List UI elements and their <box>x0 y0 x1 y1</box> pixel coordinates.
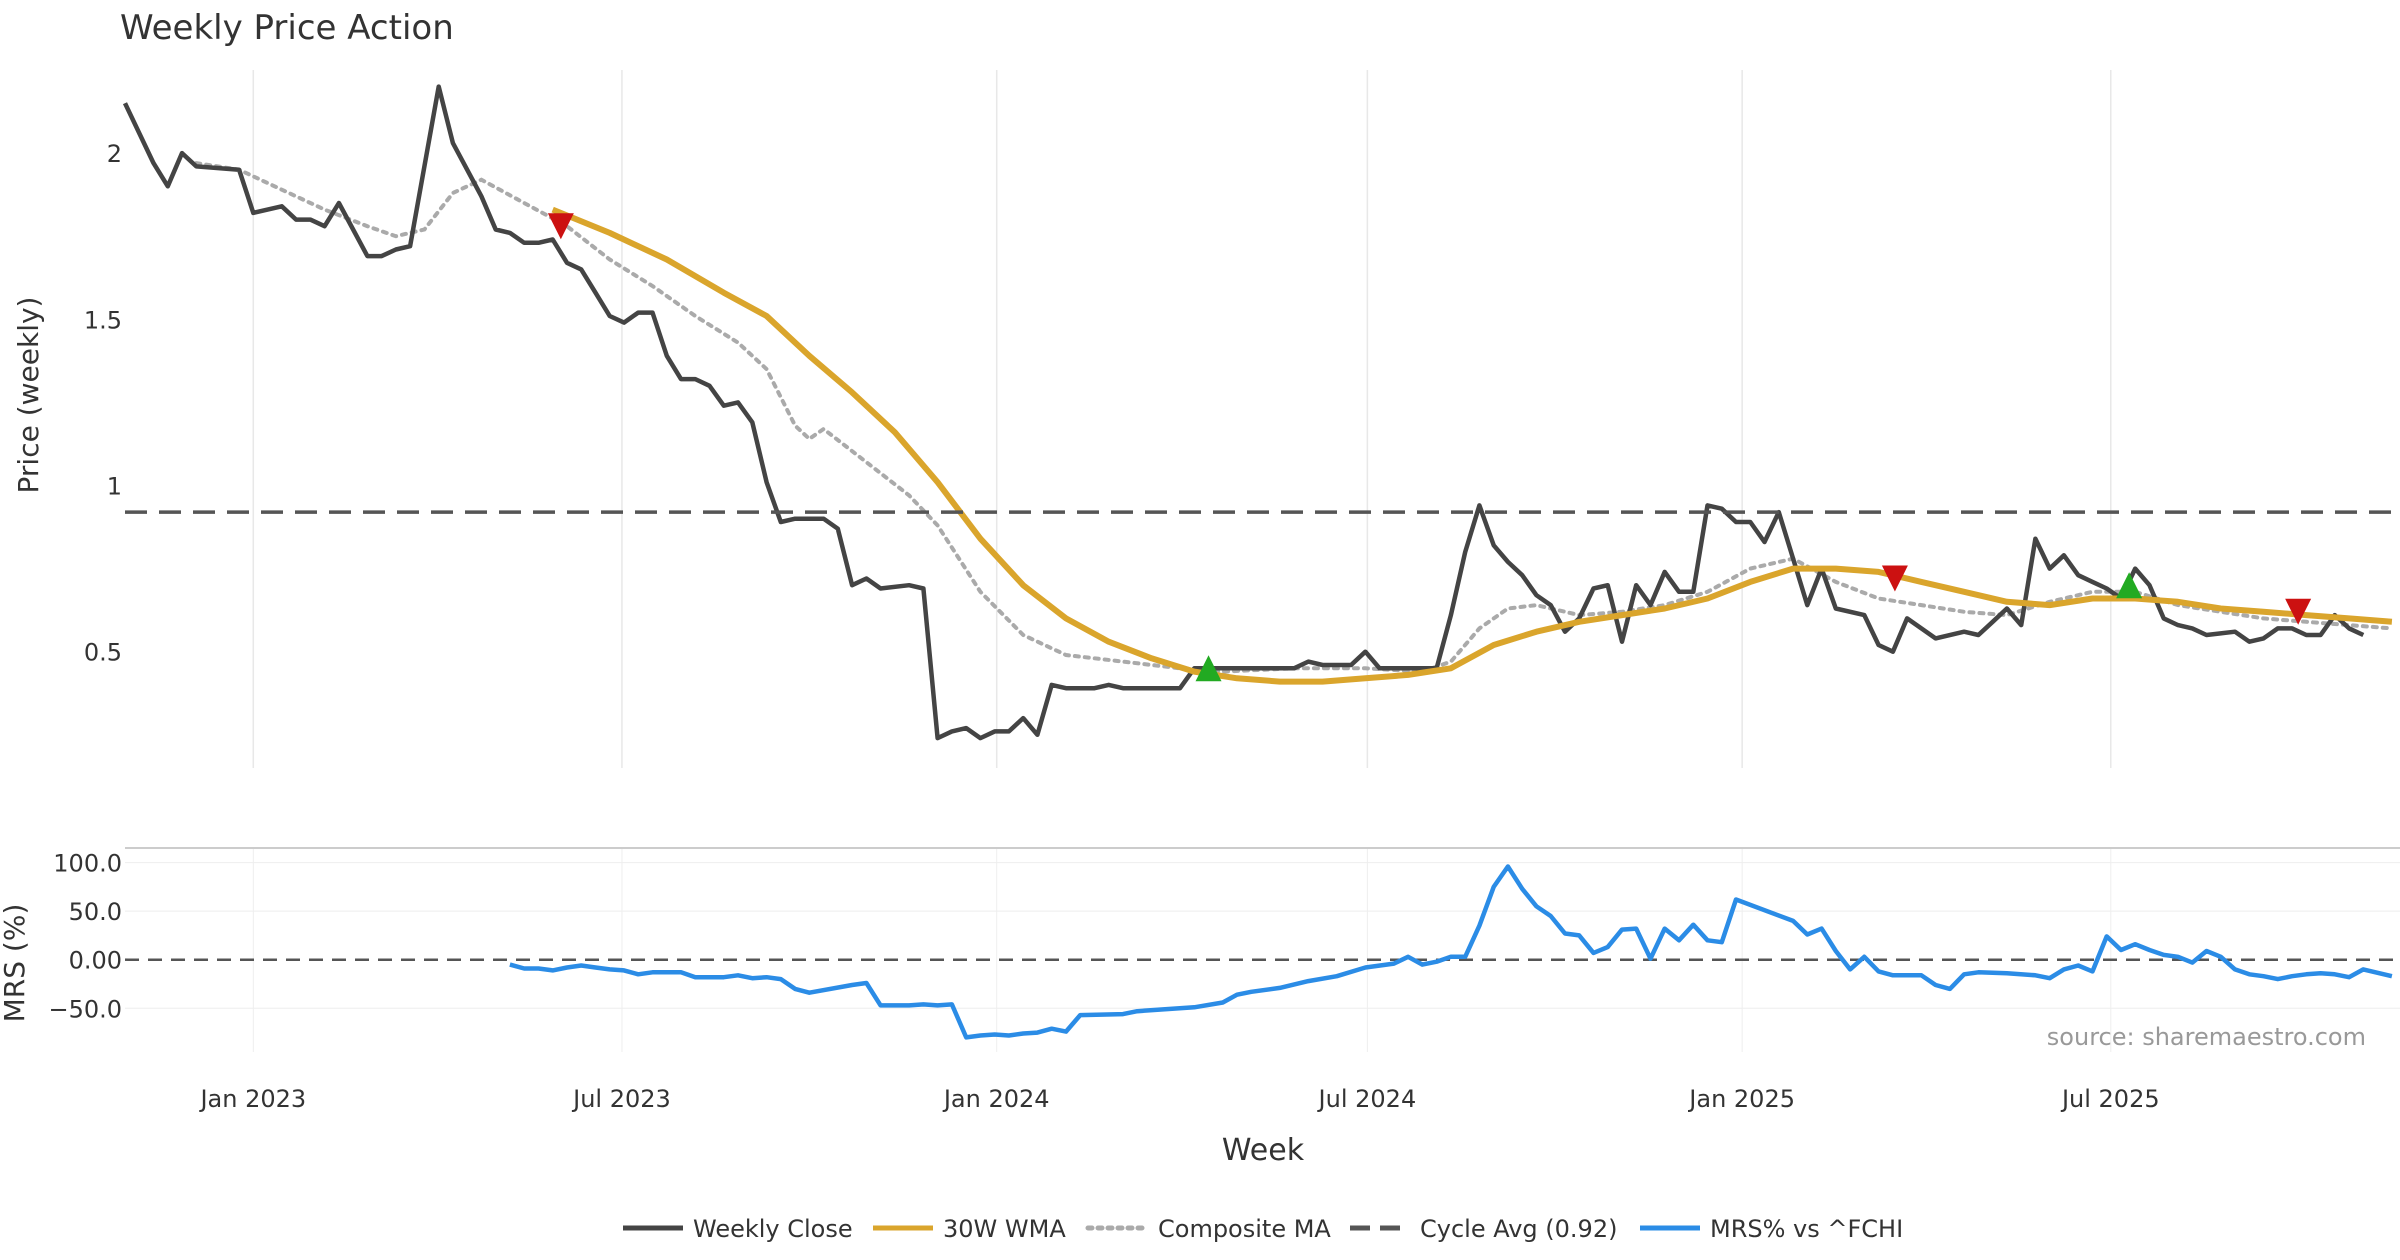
mrs-y-tick-label: 50.0 <box>69 898 122 926</box>
signal-markers <box>547 213 2312 682</box>
x-tick-label: Jan 2023 <box>198 1085 306 1113</box>
price-y-tick-label: 1 <box>107 472 122 500</box>
x-tick-label: Jul 2023 <box>571 1085 671 1113</box>
legend-label-comp: Composite MA <box>1158 1215 1331 1243</box>
sell-signal-marker <box>1881 565 1908 592</box>
mrs-y-axis-label: MRS (%) <box>0 904 31 1023</box>
legend-label-wma: 30W WMA <box>943 1215 1066 1243</box>
price-grid <box>252 70 2112 768</box>
mrs-y-tick-label: 0.00 <box>69 947 122 975</box>
legend-label-mrs: MRS% vs ^FCHI <box>1710 1215 1903 1243</box>
mrs-y-tick-label: 100.0 <box>53 850 122 878</box>
buy-signal-marker <box>1195 655 1222 682</box>
price-y-tick-label: 2 <box>107 140 122 168</box>
mrs-grid <box>125 847 2400 1052</box>
x-tick-label: Jan 2025 <box>1687 1085 1795 1113</box>
x-ticks: Jan 2023 Jul 2023 Jan 2024 Jul 2024 Jan 2025… <box>198 1085 2159 1113</box>
mrs-y-ticks: 100.0 50.0 0.00 −50.0 <box>48 850 122 1024</box>
mrs-series <box>509 864 2393 1040</box>
wma-30w-line <box>551 206 2393 685</box>
x-axis-label: Week <box>1222 1133 1305 1168</box>
legend-label-close: Weekly Close <box>693 1215 853 1243</box>
sell-signal-marker <box>2285 598 2312 625</box>
price-y-axis-label: Price (weekly) <box>12 297 45 494</box>
price-y-tick-label: 1.5 <box>84 306 122 334</box>
price-series <box>122 84 2400 741</box>
x-tick-label: Jul 2024 <box>1317 1085 1417 1113</box>
chart-title: Weekly Price Action <box>120 8 454 48</box>
sell-signal-marker <box>547 213 574 240</box>
legend-label-cycle: Cycle Avg (0.92) <box>1420 1215 1617 1243</box>
mrs-line <box>509 864 2393 1040</box>
mrs-y-tick-label: −50.0 <box>48 995 122 1023</box>
source-note: source: sharemaestro.com <box>2047 1023 2366 1051</box>
buy-signal-marker <box>2116 572 2143 599</box>
legend: Weekly Close 30W WMA Composite MA Cycle Avg… <box>623 1215 1903 1243</box>
price-y-tick-label: 0.5 <box>84 639 122 667</box>
weekly-close-line <box>122 84 2365 741</box>
composite-ma-line <box>194 161 2394 674</box>
x-tick-label: Jul 2025 <box>2060 1085 2160 1113</box>
price-y-ticks: 0.5 1 1.5 2 <box>84 140 122 667</box>
x-tick-label: Jan 2024 <box>942 1085 1050 1113</box>
